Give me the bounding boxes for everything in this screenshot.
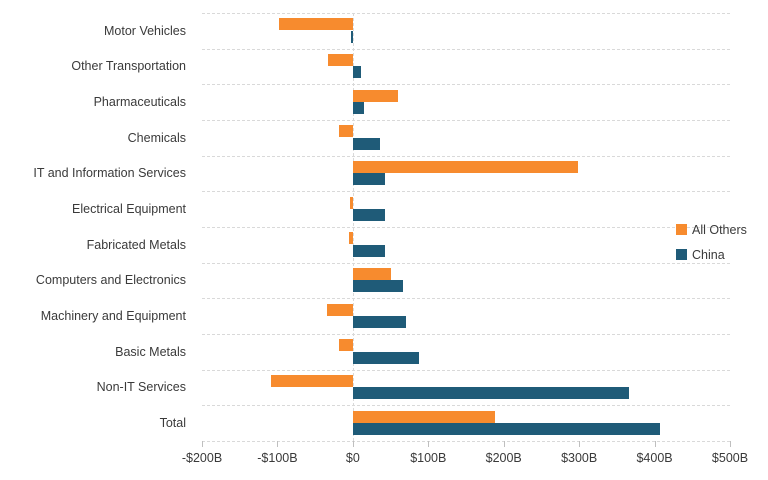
horizontal-gridline <box>202 441 730 442</box>
bar-all-others-pharmaceuticals <box>352 89 399 102</box>
plot-area <box>202 13 730 442</box>
category-label-electrical-equipment: Electrical Equipment <box>72 202 186 217</box>
category-label-total: Total <box>159 416 186 431</box>
x-tick-label--0: $0 <box>345 451 360 465</box>
horizontal-gridline <box>202 48 730 50</box>
bar-china-total <box>352 423 660 436</box>
category-label-chemicals: Chemicals <box>127 130 186 145</box>
legend-item-china: China <box>676 242 747 267</box>
bar-china-computers-and-electronics <box>352 280 403 293</box>
bar-china-machinery-and-equipment <box>352 316 406 329</box>
category-label-pharmaceuticals: Pharmaceuticals <box>93 95 186 110</box>
x-tick-label--200b: $200B <box>485 451 522 465</box>
bar-china-electrical-equipment <box>352 209 386 222</box>
horizontal-gridline <box>202 13 730 14</box>
bar-china-chemicals <box>352 137 380 150</box>
legend: All Others China <box>676 217 747 267</box>
bar-china-non-it-services <box>352 387 629 400</box>
horizontal-gridline <box>202 334 730 335</box>
legend-item-all-others: All Others <box>676 217 747 242</box>
bar-china-it-and-information-services <box>352 173 385 186</box>
horizontal-gridline <box>202 155 730 157</box>
bar-china-motor-vehicles <box>350 30 353 43</box>
horizontal-gridline <box>202 120 730 121</box>
x-tick-label--400b: $400B <box>636 451 673 465</box>
horizontal-gridline <box>202 84 730 86</box>
bar-all-others-basic-metals <box>338 339 353 352</box>
bar-all-others-fabricated-metals <box>349 232 353 245</box>
bar-all-others-other-transportation <box>327 53 353 66</box>
category-label-computers-and-electronics: Computers and Electronics <box>35 273 186 288</box>
category-label-non-it-services: Non-IT Services <box>96 380 186 395</box>
x-tick-mark <box>503 441 505 447</box>
x-tick-mark <box>579 441 581 447</box>
zero-gridline <box>352 13 354 441</box>
bar-china-other-transportation <box>352 66 362 79</box>
x-tick-label--100b: $100B <box>410 451 447 465</box>
x-axis: -$200B -$100B $0 $100B $200B $300B $400B $500B <box>0 441 768 480</box>
bar-all-others-electrical-equipment <box>349 196 353 209</box>
legend-label-all-others: All Others <box>692 222 747 237</box>
x-tick-mark <box>277 441 279 447</box>
bar-all-others-total <box>352 410 495 423</box>
bar-all-others-computers-and-electronics <box>352 267 391 280</box>
horizontal-gridline <box>202 227 730 228</box>
x-tick-mark <box>428 441 430 447</box>
category-label-machinery-and-equipment: Machinery and Equipment <box>40 309 186 324</box>
category-label-other-transportation: Other Transportation <box>71 59 186 74</box>
bar-china-pharmaceuticals <box>352 102 365 115</box>
x-tick-mark <box>730 441 731 447</box>
category-label-motor-vehicles: Motor Vehicles <box>104 23 186 38</box>
x-tick-label--100b: -$100B <box>257 451 298 465</box>
category-label-basic-metals: Basic Metals <box>115 344 186 359</box>
category-label-it-and-information-services: IT and Information Services <box>33 166 186 181</box>
all-others-swatch <box>676 224 687 235</box>
horizontal-gridline <box>202 369 730 371</box>
bar-all-others-non-it-services <box>271 374 353 387</box>
horizontal-gridline <box>202 298 730 300</box>
x-tick-label--300b: $300B <box>561 451 598 465</box>
bar-china-fabricated-metals <box>352 244 386 257</box>
bar-all-others-it-and-information-services <box>352 160 578 173</box>
horizontal-gridline <box>202 262 730 264</box>
bar-china-basic-metals <box>352 351 420 364</box>
bar-all-others-motor-vehicles <box>278 18 353 31</box>
bar-all-others-machinery-and-equipment <box>327 303 353 316</box>
x-tick-mark <box>202 441 203 447</box>
horizontal-gridline <box>202 405 730 407</box>
x-tick-label--500b: $500B <box>711 451 749 465</box>
horizontal-gridline <box>202 191 730 193</box>
bar-all-others-chemicals <box>338 125 353 138</box>
category-label-fabricated-metals: Fabricated Metals <box>86 237 186 252</box>
china-swatch <box>676 249 687 260</box>
x-tick-mark <box>654 441 656 447</box>
category-axis: Motor Vehicles Other Transportation Pharma… <box>0 13 195 441</box>
x-tick-label--200b: -$200B <box>181 451 223 465</box>
x-tick-mark <box>352 441 354 447</box>
legend-label-china: China <box>692 247 725 262</box>
